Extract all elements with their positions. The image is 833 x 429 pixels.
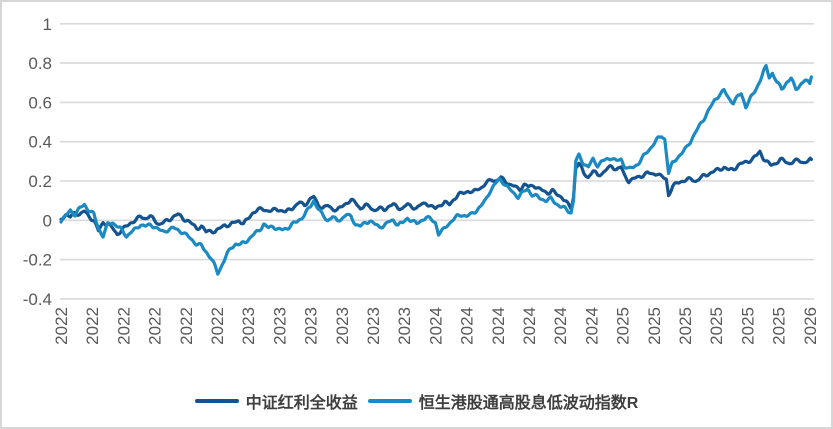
legend-item-1: 恒生港股通高股息低波动指数R (367, 389, 639, 413)
x-axis-label: 2023 (302, 307, 321, 345)
x-axis-label: 2022 (177, 307, 196, 345)
legend-label: 中证红利全收益 (245, 395, 358, 412)
y-axis-label: -0.4 (23, 290, 52, 309)
legend-line-swatch (194, 399, 239, 403)
y-axis-label: 0.2 (28, 172, 52, 191)
y-axis-label: 0.8 (28, 54, 52, 73)
x-axis-label: 2025 (770, 307, 789, 345)
x-axis-label: 2022 (208, 307, 227, 345)
x-axis-label: 2023 (270, 307, 289, 345)
legend-label: 恒生港股通高股息低波动指数R (418, 395, 639, 412)
y-axis-label: -0.2 (23, 251, 52, 270)
y-axis-label: 1 (43, 15, 52, 34)
x-axis-label: 2023 (333, 307, 352, 345)
x-axis-label: 2026 (801, 307, 820, 345)
x-axis-label: 2024 (458, 307, 477, 345)
x-axis-label: 2024 (551, 307, 570, 345)
legend-item-0: 中证红利全收益 (194, 389, 358, 413)
x-axis-label: 2023 (395, 307, 414, 345)
x-axis-label: 2022 (114, 307, 133, 345)
x-axis-label: 2025 (707, 307, 726, 345)
x-axis-label: 2024 (520, 307, 539, 345)
x-axis-label: 2023 (364, 307, 383, 345)
x-axis-label: 2024 (582, 307, 601, 345)
x-axis-label: 2024 (489, 307, 508, 345)
series-line-1 (59, 63, 814, 276)
legend-line-swatch (367, 399, 412, 403)
x-axis-label: 2025 (676, 307, 695, 345)
y-axis-label: 0.4 (28, 133, 52, 152)
x-axis-label: 2023 (239, 307, 258, 345)
x-axis-label: 2022 (146, 307, 165, 345)
x-axis-label: 2022 (52, 307, 71, 345)
x-axis-label: 2024 (426, 307, 445, 345)
chart-legend: 中证红利全收益 恒生港股通高股息低波动指数R (2, 384, 831, 418)
x-axis-label: 2025 (614, 307, 633, 345)
series-line-0 (59, 149, 814, 237)
x-axis-label: 2025 (645, 307, 664, 345)
x-axis-label: 2022 (83, 307, 102, 345)
y-axis-label: 0 (43, 211, 52, 230)
x-axis-label: 2025 (738, 307, 757, 345)
y-axis-label: 0.6 (28, 93, 52, 112)
